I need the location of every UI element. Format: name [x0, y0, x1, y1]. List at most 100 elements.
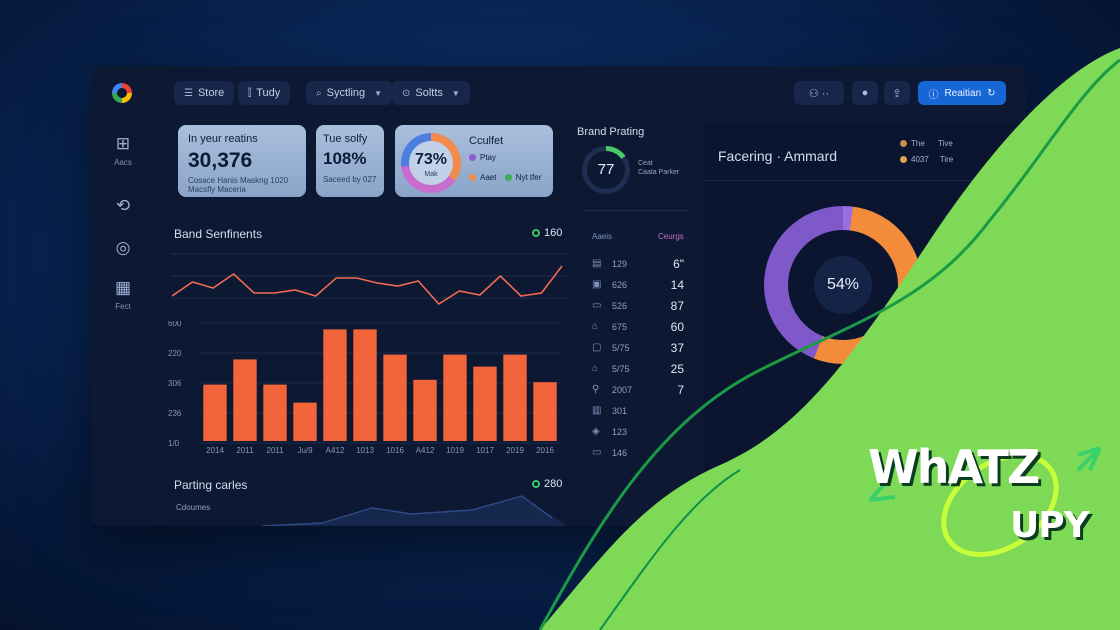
legend-item: Aaet Nyt tfer: [469, 173, 541, 182]
circle-icon: ●: [861, 87, 869, 99]
stat-card-solfy[interactable]: Tue solfy 108% Saceed by 027: [316, 125, 384, 197]
table-icon: ▦: [114, 278, 132, 297]
users-icon: ⚇ ··: [808, 87, 830, 100]
row-label: 2007: [612, 385, 633, 395]
sidebar-item-fect[interactable]: ▦ Fect: [106, 278, 140, 311]
x-tick-label: A412: [326, 446, 345, 455]
status-ring-icon: [532, 229, 540, 238]
bar[interactable]: [413, 379, 437, 441]
grid-icon: ⊞: [115, 134, 131, 153]
tab-syctling[interactable]: ⌕ Syctling ▼: [306, 81, 393, 105]
sidebar-item-wifi[interactable]: ◎: [106, 238, 140, 258]
sidebar-item-aacs[interactable]: ⊞ Aacs: [106, 134, 140, 167]
table-row[interactable]: ▭ 146: [592, 443, 684, 465]
bar[interactable]: [263, 384, 287, 441]
stat-card-reach[interactable]: In yeur reatins 30,376 Cosace Hanis Mask…: [178, 125, 306, 197]
bar[interactable]: [353, 329, 377, 441]
bar[interactable]: [293, 402, 317, 441]
row-label: 626: [612, 280, 628, 290]
table-row[interactable]: ▤ 129 6": [592, 254, 684, 276]
table-row[interactable]: ⚲ 2007 7: [592, 380, 684, 402]
top-toolbar: ☰ Store ⫿ Tudy ⌕ Syctling ▼ ⊙ Soltts ▼ ⚇…: [92, 66, 1026, 118]
list-icon: ☰: [184, 87, 193, 99]
x-tick-label: Ju/9: [297, 446, 313, 455]
y-tick-label: 1/0: [168, 439, 180, 448]
sidebar-item-sync[interactable]: ⟲: [106, 196, 140, 216]
mini-donut-value: 73%: [414, 151, 448, 168]
info-icon: ⓘ: [928, 89, 939, 101]
row-value: 37: [670, 341, 684, 355]
row-label: 146: [612, 448, 628, 458]
row-label: 301: [612, 406, 628, 416]
x-tick-label: 1017: [476, 446, 494, 455]
parting-line: [261, 495, 553, 526]
app-logo-icon[interactable]: [112, 83, 132, 103]
row-icon: ⌂: [592, 363, 599, 374]
legend-item: The Tive: [900, 136, 953, 152]
table-row[interactable]: ⌂ 5/75 25: [592, 359, 684, 381]
bar[interactable]: [203, 384, 227, 441]
bar[interactable]: [443, 354, 467, 441]
y-tick-label: 236: [168, 409, 182, 418]
arrow-icon: [1076, 446, 1102, 472]
bar-mark: [762, 460, 784, 526]
bar[interactable]: [533, 382, 557, 441]
table-row[interactable]: ▭ 526 87: [592, 296, 684, 318]
legend-dot: [469, 174, 476, 182]
row-icon: ▢: [592, 342, 602, 353]
table-row[interactable]: ▣ 626 14: [592, 275, 684, 297]
row-value: 6": [673, 257, 684, 271]
parting-area-chart: [172, 495, 567, 526]
brand-rating-value: 77: [597, 161, 615, 178]
y-tick-label: 600: [168, 321, 182, 328]
row-label: 123: [612, 427, 628, 437]
bar[interactable]: [233, 359, 257, 441]
brand-rating-caption: Ceat Caata Parker: [638, 160, 680, 176]
row-label: 129: [612, 259, 628, 269]
bar[interactable]: [473, 366, 497, 441]
logo-text-line1: WhATZ: [868, 440, 1040, 494]
row-icon: ⌂: [592, 321, 599, 332]
chart-icon: ⫿: [248, 87, 252, 99]
bar[interactable]: [503, 354, 527, 441]
facing-legend: The Tive 4037 Tire: [900, 136, 953, 168]
table-row[interactable]: ▥ 301: [592, 401, 684, 423]
toggle-button[interactable]: ●: [852, 81, 878, 105]
row-label: 5/75: [612, 343, 630, 353]
row-label: 526: [612, 301, 628, 311]
x-tick-label: 1013: [356, 446, 374, 455]
facing-title: Facering · Ammard: [718, 148, 838, 164]
y-tick-label: 306: [168, 379, 182, 388]
bar[interactable]: [383, 354, 407, 441]
sentiments-title: Band Senfinents: [174, 227, 263, 241]
x-tick-label: 2019: [506, 446, 524, 455]
table-row[interactable]: ⌂ 675 60: [592, 317, 684, 339]
primary-action-button[interactable]: ⓘ Reaitian ↻: [918, 81, 1006, 105]
table-row[interactable]: ◈ 123: [592, 422, 684, 444]
legend-dot: [900, 156, 907, 164]
bar[interactable]: [323, 329, 347, 441]
wifi-icon: ◎: [115, 238, 131, 257]
stat-card-cculfet[interactable]: 73% Mak Cculfet Ptay Aaet Nyt tfer: [395, 125, 553, 197]
upload-icon: ⇪: [892, 87, 902, 100]
users-button[interactable]: ⚇ ··: [794, 81, 844, 105]
tab-store[interactable]: ☰ Store: [174, 81, 235, 105]
chevron-down-icon: ▼: [451, 88, 460, 98]
bar-gridlines: 600 220 306 236 1/0: [168, 321, 560, 448]
row-icon: ▭: [592, 300, 602, 311]
refresh-icon: ↻: [987, 87, 996, 99]
table-row[interactable]: ▢ 5/75 37: [592, 338, 684, 360]
tab-soltts[interactable]: ⊙ Soltts ▼: [392, 81, 470, 105]
legend-dot: [504, 174, 512, 182]
chevron-down-icon: ▼: [374, 88, 383, 98]
row-value: 14: [670, 278, 684, 292]
row-icon: ▭: [592, 447, 602, 458]
y-tick-label: 220: [168, 349, 182, 358]
row-icon: ▥: [592, 405, 602, 416]
sentiments-badge: 160: [532, 227, 562, 239]
row-icon: ▣: [592, 279, 602, 290]
tab-tudy[interactable]: ⫿ Tudy: [238, 81, 291, 105]
row-label: 675: [612, 322, 628, 332]
divider: [704, 180, 1026, 181]
upload-button[interactable]: ⇪: [884, 81, 910, 105]
